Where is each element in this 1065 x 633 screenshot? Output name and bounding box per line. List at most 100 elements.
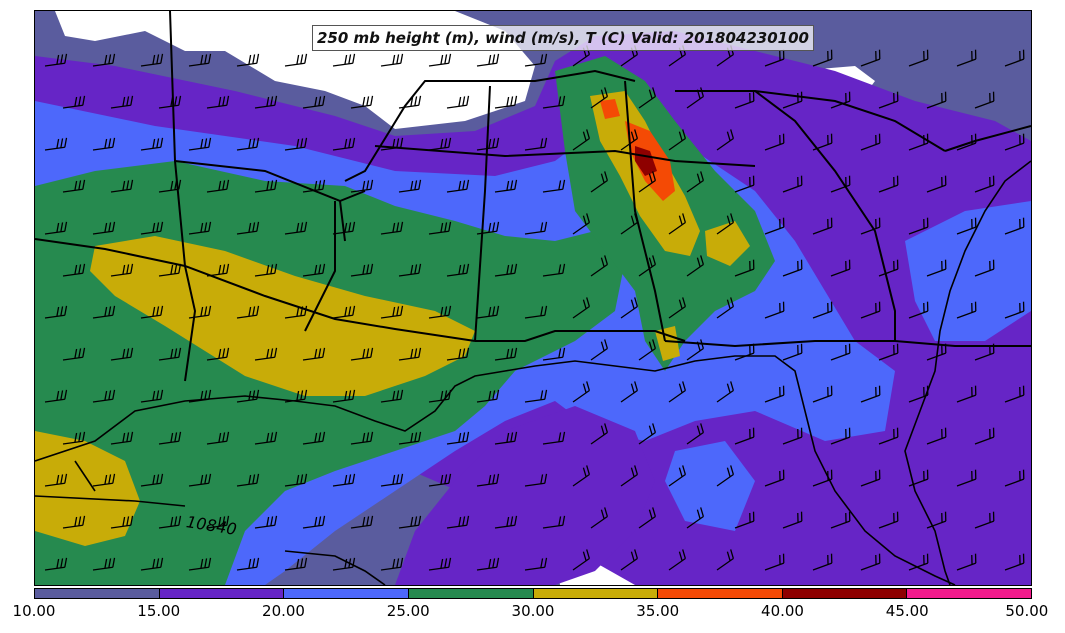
wind-barb <box>812 553 833 571</box>
wind-barb <box>716 129 735 151</box>
wind-barb <box>716 213 735 235</box>
wind-barb <box>908 385 929 403</box>
wind-barb <box>878 175 899 193</box>
wind-barb <box>620 129 639 151</box>
wind-barb <box>284 389 308 403</box>
wind-barb <box>110 515 134 529</box>
wind-barb <box>620 297 639 319</box>
wind-barb <box>62 515 86 529</box>
wind-barb <box>956 469 977 487</box>
colorbar-tick-label: 15.00 <box>137 602 181 620</box>
wind-barb <box>428 473 452 487</box>
wind-barb <box>572 381 591 403</box>
wind-barb <box>860 553 881 571</box>
wind-barb <box>812 301 833 319</box>
wind-barb <box>92 221 116 235</box>
wind-barb <box>830 343 851 361</box>
wind-barb <box>860 469 881 487</box>
colorbar-segment <box>407 589 533 598</box>
wind-barb <box>62 347 86 361</box>
wind-barb <box>638 87 657 109</box>
field-35-40-b <box>600 99 620 119</box>
wind-barb <box>974 343 995 361</box>
wind-barb <box>428 389 452 403</box>
wind-barb <box>398 515 422 529</box>
wind-barb <box>494 179 518 193</box>
wind-barb <box>332 305 356 319</box>
wind-barb <box>812 217 833 235</box>
map-canvas <box>35 11 1031 585</box>
wind-barb <box>302 515 326 529</box>
field-30-35-sw <box>35 431 140 546</box>
wind-barb <box>908 49 929 67</box>
wind-barb <box>638 171 657 193</box>
wind-barb <box>956 385 977 403</box>
wind-barb <box>476 389 500 403</box>
wind-barb <box>926 175 947 193</box>
wind-barb <box>830 91 851 109</box>
wind-barb <box>62 431 86 445</box>
wind-barb <box>380 473 404 487</box>
wind-barb <box>350 515 374 529</box>
wind-barb <box>476 221 500 235</box>
wind-barb <box>620 549 639 571</box>
wind-barb <box>62 263 86 277</box>
colorbar-segment <box>906 589 1031 598</box>
wind-barb <box>812 49 833 67</box>
wind-barb <box>158 347 182 361</box>
wind-barb <box>446 95 470 109</box>
wind-barb <box>668 549 687 571</box>
wind-barb <box>332 389 356 403</box>
wind-barb <box>974 175 995 193</box>
wind-barb <box>494 95 518 109</box>
wind-barb <box>428 53 452 67</box>
wind-barb <box>764 217 785 235</box>
wind-barb <box>878 511 899 529</box>
wind-barb <box>206 347 230 361</box>
wind-barb <box>860 217 881 235</box>
wind-barb <box>926 259 947 277</box>
wind-barb <box>878 91 899 109</box>
wind-barbs <box>44 45 1025 571</box>
wind-barb <box>878 259 899 277</box>
wind-barb <box>284 473 308 487</box>
wind-barb <box>110 179 134 193</box>
wind-barb <box>830 175 851 193</box>
wind-barb <box>476 557 500 571</box>
wind-barb <box>284 137 308 151</box>
wind-barb <box>860 133 881 151</box>
wind-barb <box>734 175 755 193</box>
wind-barb <box>908 553 929 571</box>
wind-barb <box>446 515 470 529</box>
wind-barb <box>188 221 212 235</box>
wind-barb <box>476 137 500 151</box>
wind-barb <box>542 431 566 445</box>
wind-barb <box>524 557 548 571</box>
wind-barb <box>494 431 518 445</box>
wind-barb <box>590 507 609 529</box>
wind-barb <box>1004 133 1025 151</box>
wind-barb <box>878 427 899 445</box>
wind-barb <box>590 423 609 445</box>
wind-barb <box>686 255 705 277</box>
wind-barb <box>908 217 929 235</box>
colorbar-segment <box>158 589 284 598</box>
wind-barb <box>332 137 356 151</box>
wind-barb <box>764 385 785 403</box>
wind-barb <box>782 343 803 361</box>
wind-barb <box>44 137 68 151</box>
wind-barb <box>716 549 735 571</box>
wind-barb <box>110 263 134 277</box>
wind-barb <box>908 301 929 319</box>
wind-barb <box>542 263 566 277</box>
wind-barb <box>350 263 374 277</box>
wind-barb <box>956 133 977 151</box>
wind-barb <box>398 179 422 193</box>
colorbar-tick-label: 40.00 <box>761 602 804 620</box>
wind-barb <box>284 221 308 235</box>
colorbar-tick-label: 25.00 <box>386 602 430 620</box>
wind-barb <box>638 423 657 445</box>
wind-barb <box>956 301 977 319</box>
wind-barb <box>206 95 230 109</box>
wind-barb <box>284 53 308 67</box>
